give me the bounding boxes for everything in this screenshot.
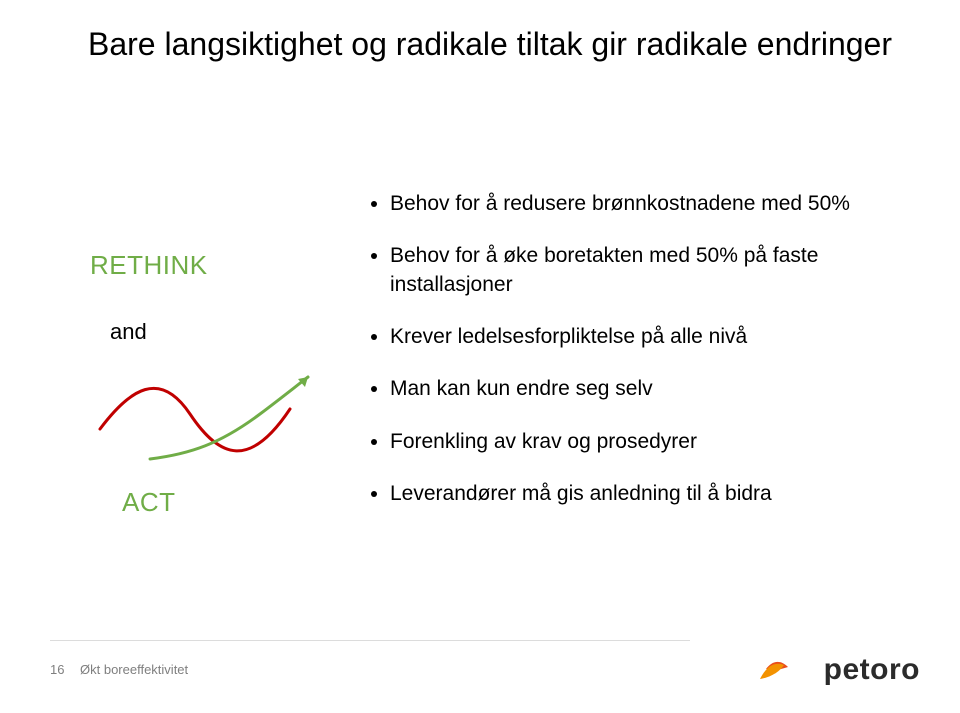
list-item: Forenkling av krav og prosedyrer — [390, 428, 920, 456]
left-column: RETHINK and ACT — [90, 250, 330, 518]
chart-svg — [90, 359, 330, 479]
logo-text: petoro — [824, 653, 920, 687]
slide: Bare langsiktighet og radikale tiltak gi… — [0, 0, 960, 713]
logo-leaf-lower — [760, 664, 784, 679]
list-item: Man kan kun endre seg selv — [390, 375, 920, 403]
bullet-list: Behov for å redusere brønnkostnadene med… — [370, 190, 920, 532]
logo: petoro — [760, 645, 920, 693]
act-label: ACT — [90, 487, 330, 518]
logo-mark-icon — [760, 657, 792, 683]
list-item: Krever ledelsesforpliktelse på alle nivå — [390, 323, 920, 351]
page-number: 16 — [50, 662, 64, 677]
and-label: and — [90, 319, 330, 345]
page-title: Bare langsiktighet og radikale tiltak gi… — [80, 24, 900, 64]
rethink-label: RETHINK — [90, 250, 330, 281]
list-item: Leverandører må gis anledning til å bidr… — [390, 480, 920, 508]
list-item: Behov for å øke boretakten med 50% på fa… — [390, 242, 920, 299]
baseline-series — [100, 388, 290, 451]
list-item: Behov for å redusere brønnkostnadene med… — [390, 190, 920, 218]
footer-text: Økt boreeffektivitet — [80, 662, 188, 677]
line-chart — [90, 359, 330, 479]
footer-divider — [50, 640, 690, 641]
